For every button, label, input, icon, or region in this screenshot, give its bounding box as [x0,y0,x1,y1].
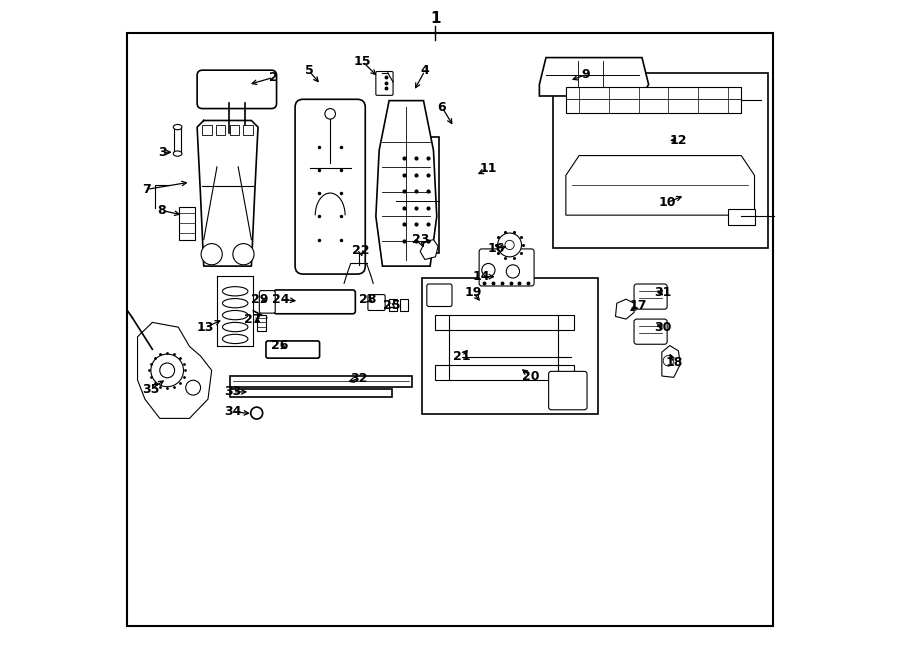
FancyBboxPatch shape [295,99,365,274]
Text: 22: 22 [352,244,369,257]
Text: 2: 2 [269,71,277,84]
Circle shape [201,244,222,265]
Polygon shape [420,240,438,260]
FancyBboxPatch shape [266,341,320,358]
Polygon shape [566,156,754,215]
FancyBboxPatch shape [259,291,275,313]
Bar [174,127,181,154]
Circle shape [498,233,521,257]
Text: 34: 34 [224,405,241,418]
FancyBboxPatch shape [634,284,667,309]
Text: 24: 24 [273,293,290,306]
Bar [553,73,768,248]
Circle shape [325,109,336,119]
FancyBboxPatch shape [197,70,276,109]
Polygon shape [376,101,436,266]
Bar [256,315,266,331]
Bar [202,125,211,135]
Circle shape [233,244,254,265]
Bar [127,33,773,626]
Text: 5: 5 [304,64,313,77]
Text: 14: 14 [473,270,491,283]
Text: 20: 20 [522,369,539,383]
Circle shape [251,407,263,419]
Text: 31: 31 [654,286,672,299]
FancyBboxPatch shape [634,319,667,344]
Bar [436,365,574,380]
Text: 26: 26 [271,339,288,352]
Text: 25: 25 [383,299,400,312]
Polygon shape [539,58,649,96]
Polygon shape [662,346,680,377]
FancyBboxPatch shape [479,249,534,286]
Text: 29: 29 [251,293,268,306]
Text: 23: 23 [411,233,429,246]
Text: 33: 33 [224,385,241,399]
Bar [396,137,438,253]
Text: 13: 13 [196,321,213,334]
Text: 21: 21 [454,350,471,363]
Text: 6: 6 [437,101,446,114]
Bar [230,389,392,397]
Bar [230,376,412,387]
FancyBboxPatch shape [274,290,356,314]
Bar [436,315,574,330]
Text: 19: 19 [464,286,482,299]
FancyBboxPatch shape [368,295,385,310]
Circle shape [507,265,519,278]
Bar [216,125,225,135]
Text: 18: 18 [665,356,682,369]
Text: 35: 35 [142,383,159,396]
Bar [422,278,598,414]
Text: 15: 15 [354,55,372,68]
Text: 17: 17 [630,299,647,312]
Text: 9: 9 [581,68,590,81]
Bar [400,299,408,311]
Ellipse shape [174,151,182,156]
Bar [178,207,195,240]
Circle shape [160,363,175,378]
Circle shape [185,380,201,395]
Text: 4: 4 [420,64,429,77]
Text: 30: 30 [654,321,672,334]
Circle shape [151,354,184,387]
Polygon shape [138,322,212,418]
Text: 12: 12 [670,134,687,147]
Text: 27: 27 [244,312,262,326]
Text: 16: 16 [488,242,505,255]
Text: 3: 3 [158,146,166,159]
Text: 10: 10 [659,196,676,209]
Text: 7: 7 [142,183,151,196]
Bar [389,299,397,311]
Bar [244,125,253,135]
Ellipse shape [174,124,182,130]
Bar [566,87,742,113]
FancyBboxPatch shape [549,371,587,410]
Text: 28: 28 [358,293,376,306]
Circle shape [663,355,674,366]
FancyBboxPatch shape [376,71,393,95]
FancyBboxPatch shape [427,284,452,307]
Text: 32: 32 [350,372,367,385]
Text: 8: 8 [158,204,166,217]
Text: 1: 1 [430,11,441,26]
Circle shape [505,240,514,250]
Bar [728,209,754,225]
Bar [230,125,239,135]
Text: 11: 11 [480,162,497,175]
Circle shape [482,263,495,277]
Polygon shape [616,299,634,319]
